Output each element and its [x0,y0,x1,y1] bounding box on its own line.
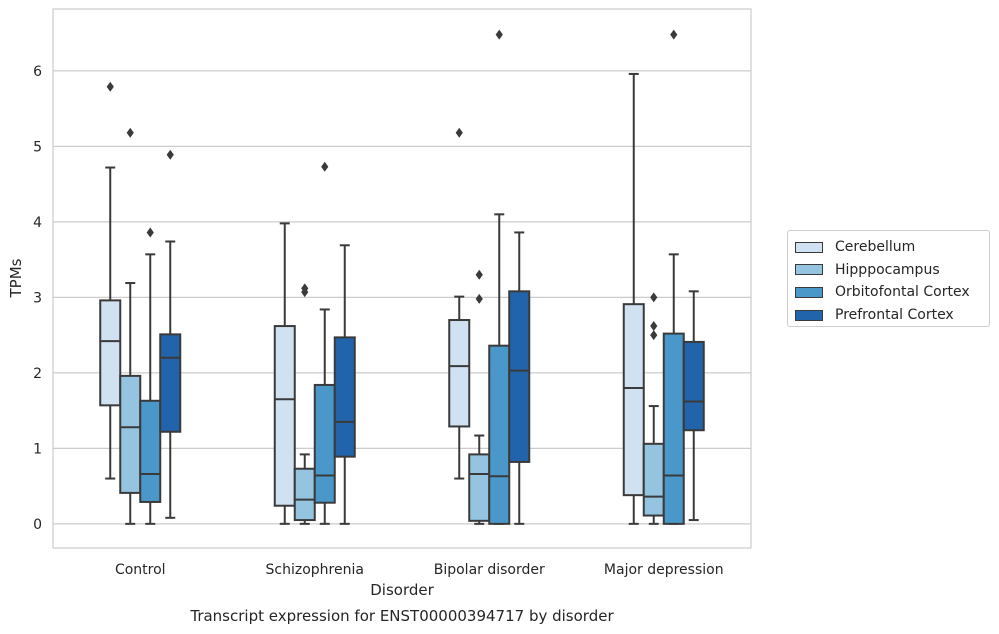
outlier-point [455,127,463,138]
legend-label: Cerebellum [835,239,916,256]
chart-caption: Transcript expression for ENST0000039471… [190,607,614,625]
box-2-0 [139,227,162,525]
outlier-point [321,161,329,172]
box-iqr [119,374,142,494]
legend-label: Prefrontal Cortex [835,307,954,324]
box-1-2 [468,269,491,525]
y-tick-label: 2 [33,366,42,382]
plot-frame [52,8,752,549]
outlier-point [495,29,503,40]
outlier-point [475,269,483,280]
outlier-point [650,330,658,341]
outlier-point [670,29,678,40]
legend-swatch [795,286,823,298]
legend-swatch [795,309,823,321]
x-tick-label: Schizophrenia [266,562,364,578]
legend-swatch [795,264,823,276]
box-0-3 [622,72,645,525]
legend-swatch [795,241,823,253]
box-1-1 [293,283,316,525]
x-tick-label: Major depression [604,562,724,578]
legend-item: Orbitofontal Cortex [795,281,989,304]
legend-item: Hipppocampus [795,259,989,282]
box-iqr [448,319,471,428]
box-0-1 [273,222,296,525]
outlier-point [166,149,174,160]
outlier-point [146,227,154,238]
y-tick-labels: 0 1 2 3 4 5 6 [33,64,42,533]
box-iqr [313,383,336,504]
box-2-3 [662,29,685,525]
box-0-0 [99,81,122,480]
legend-label: Orbitofontal Cortex [835,284,970,301]
outlier-point [106,81,114,92]
x-tick-label: Control [115,562,166,578]
box-iqr [159,333,182,433]
y-tick-label: 6 [33,64,42,80]
box-iqr [333,336,356,458]
y-tick-label: 4 [33,215,42,231]
box-iqr [642,442,665,517]
box-iqr [139,399,162,503]
box-3-1 [333,244,356,525]
box-1-0 [119,127,142,525]
y-tick-label: 1 [33,441,42,457]
legend-item: Prefrontal Cortex [795,304,989,327]
y-tick-label: 3 [33,290,42,306]
legend-item: Cerebellum [795,236,989,259]
box-2-2 [488,29,511,525]
legend-label: Hipppocampus [835,261,940,278]
outlier-point [301,283,309,294]
box-0-2 [448,127,471,480]
box-iqr [662,332,685,525]
y-axis-label: TPMs [7,258,25,298]
box-iqr [468,453,491,522]
legend: Cerebellum Hipppocampus Orbitofontal Corte… [787,230,990,327]
box-3-0 [159,149,182,519]
outlier-point [126,127,134,138]
x-tick-labels: Control Schizophrenia Bipolar disorder Majo… [115,562,724,578]
box-3-3 [682,290,705,522]
box-iqr [293,467,316,522]
x-axis-label: Disorder [370,581,434,599]
box-iqr [508,290,531,463]
outlier-point [475,293,483,304]
outlier-point [650,321,658,332]
box-iqr [488,344,511,525]
y-tick-label: 0 [33,517,42,533]
box-iqr [622,303,645,497]
x-tick-label: Bipolar disorder [434,562,545,578]
box-iqr [682,340,705,432]
y-tick-label: 5 [33,139,42,155]
box-iqr [273,325,296,507]
box-3-2 [508,231,531,525]
box-iqr [99,299,122,407]
box-plots [99,29,705,525]
outlier-point [650,292,658,303]
